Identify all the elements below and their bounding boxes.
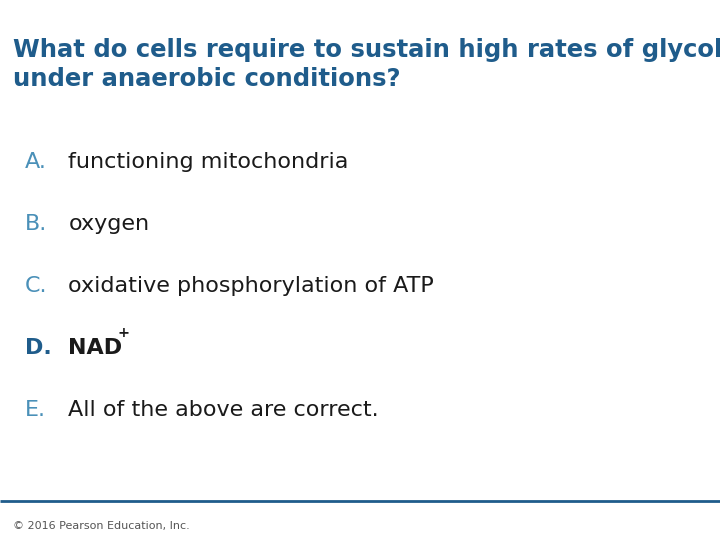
Text: All of the above are correct.: All of the above are correct. bbox=[68, 400, 379, 421]
Text: functioning mitochondria: functioning mitochondria bbox=[68, 152, 348, 172]
Text: © 2016 Pearson Education, Inc.: © 2016 Pearson Education, Inc. bbox=[13, 522, 189, 531]
Text: What do cells require to sustain high rates of glycolysis
under anaerobic condit: What do cells require to sustain high ra… bbox=[13, 38, 720, 91]
Text: A.: A. bbox=[25, 152, 47, 172]
Text: E.: E. bbox=[25, 400, 46, 421]
Text: C.: C. bbox=[25, 276, 48, 296]
Text: NAD: NAD bbox=[68, 338, 122, 359]
Text: D.: D. bbox=[25, 338, 52, 359]
Text: oxidative phosphorylation of ATP: oxidative phosphorylation of ATP bbox=[68, 276, 434, 296]
Text: oxygen: oxygen bbox=[68, 214, 150, 234]
Text: +: + bbox=[117, 326, 130, 340]
Text: B.: B. bbox=[25, 214, 48, 234]
